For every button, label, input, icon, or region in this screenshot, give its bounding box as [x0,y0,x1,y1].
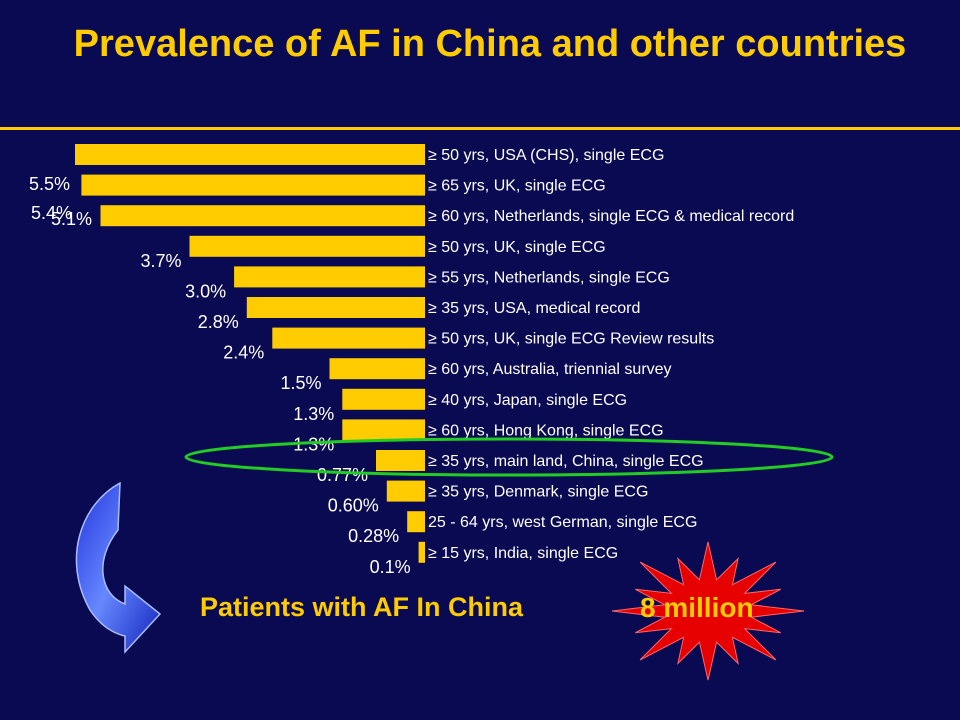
value-label-7: 1.5% [280,373,321,393]
category-label-1: ≥ 65 yrs, UK, single ECG [428,178,606,195]
bar-0 [75,144,425,165]
title-divider [0,127,960,130]
category-label-7: ≥ 60 yrs, Australia, triennial survey [428,361,672,378]
bar-7 [329,358,425,380]
value-label-8: 1.3% [293,404,334,424]
value-label-12: 0.28% [348,526,399,546]
bar-1 [81,174,426,196]
value-label-13: 0.1% [370,557,411,577]
value-label-0: 5.5% [29,174,70,194]
value-label-4: 3.0% [185,281,226,301]
bar-3 [189,235,425,257]
value-label-1: 5.4% [31,203,72,223]
category-label-9: ≥ 60 yrs, Hong Kong, single ECG [428,422,664,439]
bar-9 [342,419,425,441]
value-label-11: 0.60% [328,496,379,516]
bar-2 [100,205,425,227]
category-label-3: ≥ 50 yrs, UK, single ECG [428,239,606,256]
bar-10 [376,450,425,471]
category-label-11: ≥ 35 yrs, Denmark, single ECG [428,484,648,501]
value-label-5: 2.8% [198,312,239,332]
category-label-4: ≥ 55 yrs, Netherlands, single ECG [428,269,670,286]
category-label-13: ≥ 15 yrs, India, single ECG [428,545,618,562]
category-label-10: ≥ 35 yrs, main land, China, single ECG [428,453,704,470]
bar-5 [246,297,425,318]
bar-13 [418,541,425,563]
patients-label: Patients with AF In China [200,592,524,622]
patients-count: 8 million [640,592,754,623]
bar-6 [272,327,425,349]
highlight-ellipse [184,437,834,477]
category-label-6: ≥ 50 yrs, UK, single ECG Review results [428,331,714,348]
value-label-9: 1.3% [293,434,334,454]
category-label-0: ≥ 50 yrs, USA (CHS), single ECG [428,147,664,164]
category-label-5: ≥ 35 yrs, USA, medical record [428,300,640,317]
bar-4 [234,266,425,288]
bar-12 [407,511,425,533]
category-label-12: 25 - 64 yrs, west German, single ECG [428,514,697,531]
bar-11 [386,480,425,502]
value-label-3: 3.7% [140,251,181,271]
bar-8 [342,388,425,410]
value-label-2: 5.1% [51,209,92,229]
starburst-polygon [611,541,805,681]
page-title: Prevalence of AF in China and other coun… [73,23,907,65]
category-label-8: ≥ 40 yrs, Japan, single ECG [428,392,627,409]
value-label-10: 0.77% [317,465,368,485]
value-label-6: 2.4% [223,343,264,363]
category-label-2: ≥ 60 yrs, Netherlands, single ECG & medi… [428,208,794,225]
